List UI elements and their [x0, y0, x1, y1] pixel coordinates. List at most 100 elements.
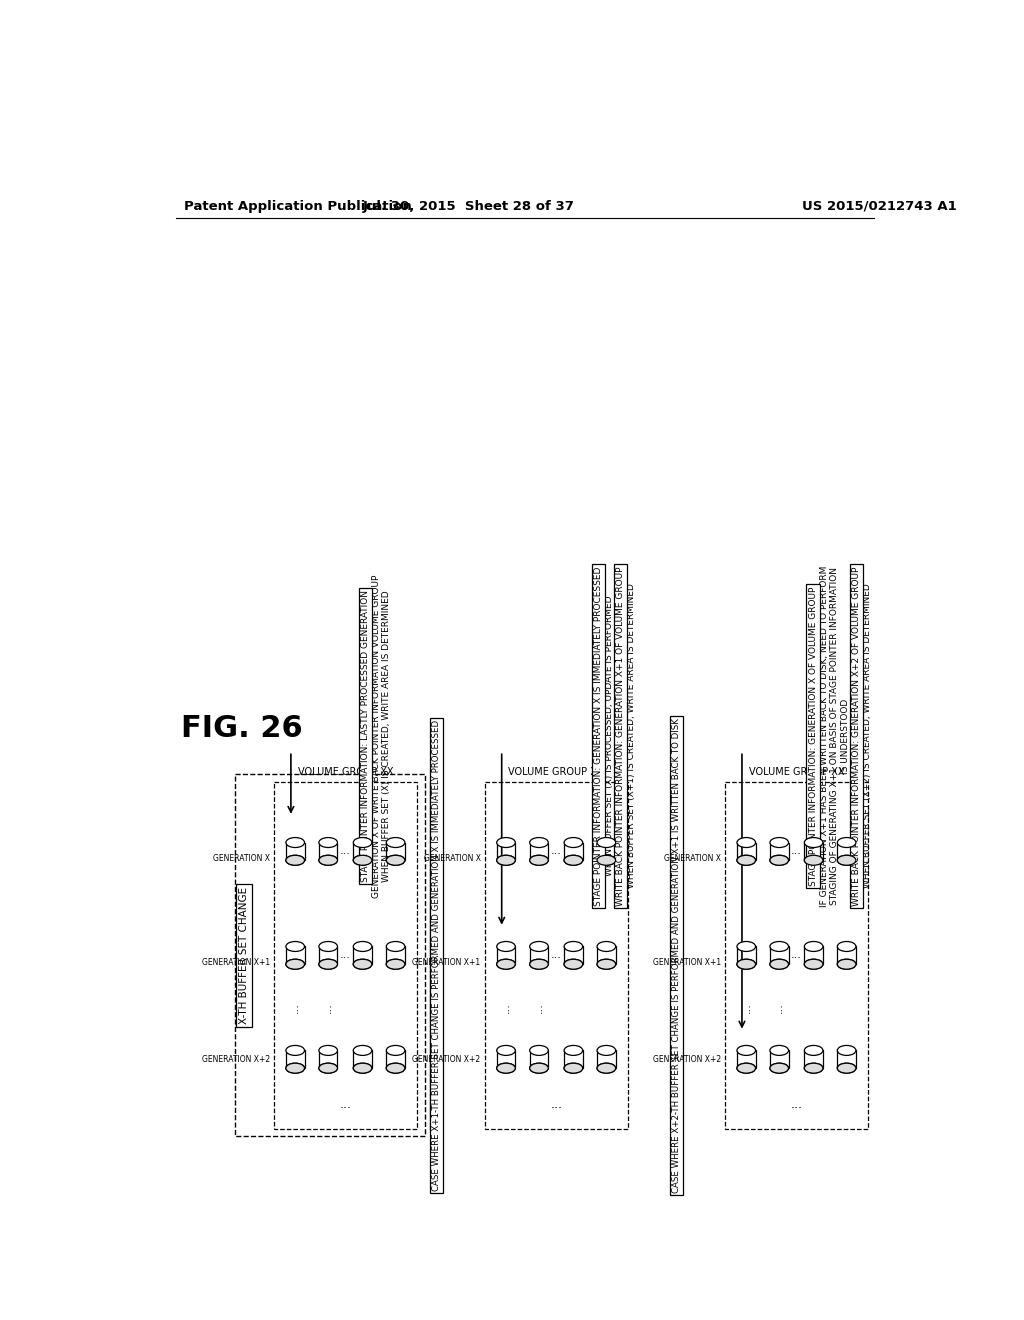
Text: Patent Application Publication: Patent Application Publication — [183, 199, 412, 213]
Polygon shape — [838, 842, 856, 861]
Text: VOLUME GROUP XX: VOLUME GROUP XX — [509, 767, 604, 777]
Ellipse shape — [737, 855, 756, 866]
Ellipse shape — [353, 1063, 372, 1073]
Ellipse shape — [497, 855, 515, 866]
Text: WRITE BACK POINTER INFORMATION: GENERATION X+1 OF VOLUME GROUP: WRITE BACK POINTER INFORMATION: GENERATI… — [615, 566, 625, 906]
Text: ...: ... — [550, 1098, 562, 1111]
Ellipse shape — [770, 960, 788, 969]
Ellipse shape — [286, 838, 304, 847]
Ellipse shape — [529, 1045, 548, 1056]
Ellipse shape — [318, 941, 338, 952]
Ellipse shape — [386, 1063, 404, 1073]
Text: US 2015/0212743 A1: US 2015/0212743 A1 — [802, 199, 957, 213]
Ellipse shape — [386, 960, 404, 969]
Text: CASE WHERE X+1-TH BUFFER SET CHANGE IS PERFORMED AND GENERATION X IS IMMEDIATELY: CASE WHERE X+1-TH BUFFER SET CHANGE IS P… — [432, 719, 441, 1191]
Ellipse shape — [737, 1063, 756, 1073]
Ellipse shape — [386, 855, 404, 866]
Ellipse shape — [318, 1063, 338, 1073]
Ellipse shape — [597, 941, 615, 952]
Polygon shape — [804, 946, 823, 964]
Text: FIG. 26: FIG. 26 — [180, 714, 302, 743]
Text: ...: ... — [534, 1002, 544, 1012]
Ellipse shape — [770, 960, 788, 969]
Text: Jul. 30, 2015  Sheet 28 of 37: Jul. 30, 2015 Sheet 28 of 37 — [364, 199, 574, 213]
Ellipse shape — [286, 1045, 304, 1056]
Ellipse shape — [838, 855, 856, 866]
Ellipse shape — [353, 855, 372, 866]
Ellipse shape — [770, 941, 788, 952]
Text: ...: ... — [551, 950, 561, 961]
Polygon shape — [597, 842, 615, 861]
Ellipse shape — [286, 960, 304, 969]
Polygon shape — [318, 946, 338, 964]
Ellipse shape — [386, 855, 404, 866]
Polygon shape — [737, 946, 756, 964]
Text: IF GENERATION X+1 HAS BEEN WRITTEN BACK TO DISK, NEED TO PERFORM: IF GENERATION X+1 HAS BEEN WRITTEN BACK … — [819, 565, 828, 907]
Ellipse shape — [564, 960, 583, 969]
Ellipse shape — [353, 960, 372, 969]
Text: WRITE BACK POINTER INFORMATION: GENERATION X+2 OF VOLUME GROUP: WRITE BACK POINTER INFORMATION: GENERATI… — [852, 566, 861, 906]
Ellipse shape — [838, 855, 856, 866]
Ellipse shape — [804, 855, 823, 866]
Ellipse shape — [353, 960, 372, 969]
Polygon shape — [770, 1051, 788, 1068]
Ellipse shape — [737, 1045, 756, 1056]
Text: CASE WHERE X+2-TH BUFFER SET CHANGE IS PERFORMED AND GENERATION X+1 IS WRITTEN B: CASE WHERE X+2-TH BUFFER SET CHANGE IS P… — [672, 718, 681, 1193]
Text: GENERATION X+2: GENERATION X+2 — [652, 1055, 721, 1064]
Ellipse shape — [529, 838, 548, 847]
Text: STAGE POINTER INFORMATION: GENERATION X OF VOLUME GROUP: STAGE POINTER INFORMATION: GENERATION X … — [809, 586, 818, 886]
Polygon shape — [497, 842, 515, 861]
Ellipse shape — [386, 1045, 404, 1056]
Polygon shape — [564, 1051, 583, 1068]
Ellipse shape — [770, 855, 788, 866]
Text: VOLUME GROUP XX: VOLUME GROUP XX — [298, 767, 393, 777]
Text: GENERATION X: GENERATION X — [213, 854, 270, 863]
Text: GENERATION X+1: GENERATION X+1 — [652, 958, 721, 966]
Ellipse shape — [770, 855, 788, 866]
Ellipse shape — [838, 1045, 856, 1056]
Text: ...: ... — [551, 846, 561, 857]
Ellipse shape — [286, 1063, 304, 1073]
Ellipse shape — [318, 838, 338, 847]
Text: VOLUME GROUP XX: VOLUME GROUP XX — [749, 767, 844, 777]
Polygon shape — [804, 842, 823, 861]
Ellipse shape — [318, 855, 338, 866]
Ellipse shape — [529, 960, 548, 969]
Polygon shape — [386, 842, 404, 861]
Ellipse shape — [564, 1063, 583, 1073]
Ellipse shape — [497, 1063, 515, 1073]
Ellipse shape — [770, 838, 788, 847]
Ellipse shape — [804, 941, 823, 952]
Ellipse shape — [529, 941, 548, 952]
Text: ...: ... — [340, 846, 351, 857]
Ellipse shape — [804, 1063, 823, 1073]
Polygon shape — [529, 842, 548, 861]
Ellipse shape — [597, 1063, 615, 1073]
Ellipse shape — [770, 1063, 788, 1073]
Polygon shape — [564, 842, 583, 861]
Text: GENERATION X+1: GENERATION X+1 — [413, 958, 480, 966]
Text: ...: ... — [791, 846, 802, 857]
Text: ...: ... — [339, 1098, 351, 1111]
Ellipse shape — [529, 855, 548, 866]
Ellipse shape — [804, 960, 823, 969]
Text: WHEN BUFFER SET (X) IS CREATED, WRITE AREA IS DETERMINED: WHEN BUFFER SET (X) IS CREATED, WRITE AR… — [383, 590, 391, 882]
Text: STAGE POINTER INFORMATION: GENERATION X IS IMMEDIATELY PROCESSED: STAGE POINTER INFORMATION: GENERATION X … — [594, 566, 603, 906]
Polygon shape — [497, 1051, 515, 1068]
Ellipse shape — [597, 960, 615, 969]
Polygon shape — [318, 1051, 338, 1068]
Bar — [234, 775, 425, 1137]
Ellipse shape — [497, 960, 515, 969]
Text: WHEN BUFFER SET (X+2) IS CREATED, WRITE AREA IS DETERMINED: WHEN BUFFER SET (X+2) IS CREATED, WRITE … — [863, 583, 872, 888]
Ellipse shape — [597, 855, 615, 866]
Ellipse shape — [497, 960, 515, 969]
Ellipse shape — [497, 1045, 515, 1056]
Ellipse shape — [286, 960, 304, 969]
Ellipse shape — [564, 1063, 583, 1073]
Polygon shape — [353, 1051, 372, 1068]
Polygon shape — [770, 842, 788, 861]
Polygon shape — [597, 1051, 615, 1068]
Ellipse shape — [737, 941, 756, 952]
Ellipse shape — [770, 1063, 788, 1073]
Ellipse shape — [564, 855, 583, 866]
